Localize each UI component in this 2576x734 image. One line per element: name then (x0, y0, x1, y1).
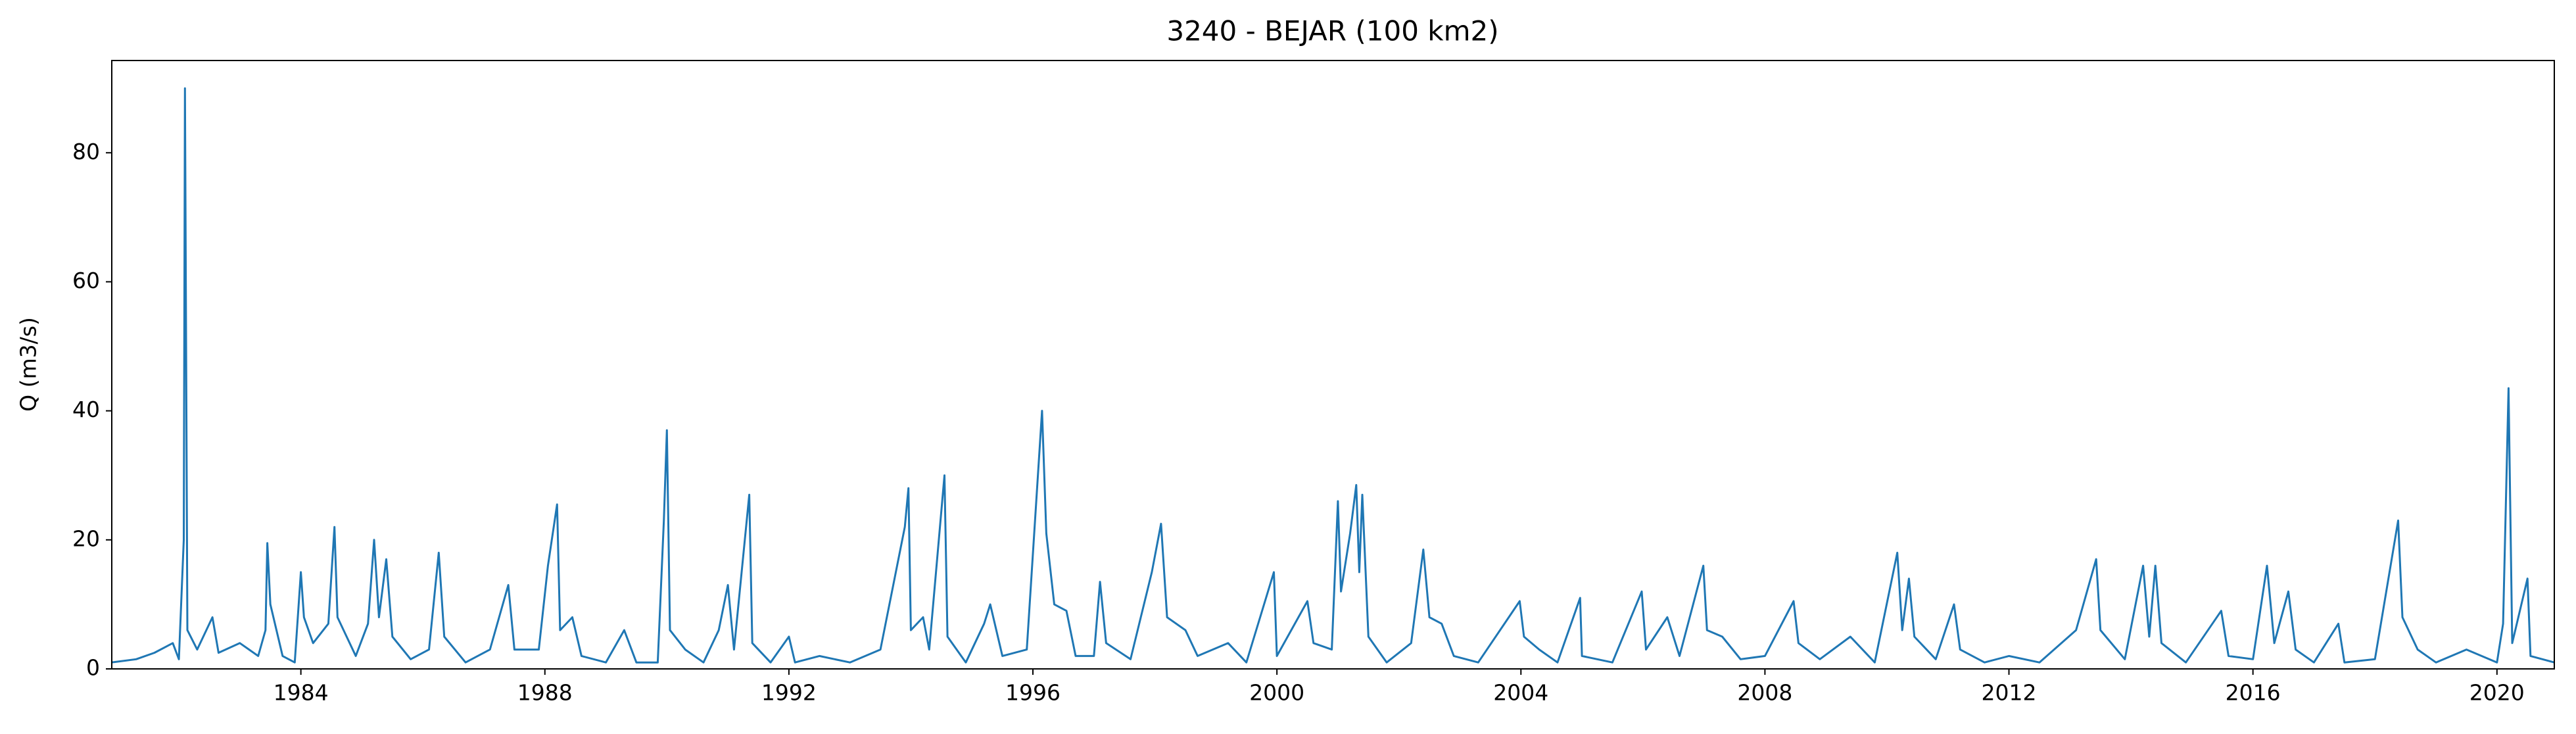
x-tick-label: 1988 (517, 680, 573, 706)
y-tick-label: 40 (72, 397, 100, 422)
data-line (112, 87, 2554, 664)
x-tick-label: 2008 (1737, 680, 1792, 706)
y-tick-label: 60 (72, 268, 100, 293)
x-tick-label: 2020 (2469, 680, 2525, 706)
y-tick-label: 20 (72, 526, 100, 551)
y-axis-label: Q (m3/s) (16, 317, 41, 412)
x-tick-label: 2016 (2226, 680, 2281, 706)
x-tick-label: 1996 (1005, 680, 1061, 706)
y-tick-label: 80 (72, 139, 100, 164)
x-tick-label: 2004 (1493, 680, 1548, 706)
x-tick-label: 1992 (761, 680, 817, 706)
y-tick-label: 0 (86, 655, 100, 681)
x-tick-label: 2012 (1982, 680, 2037, 706)
x-tick-label: 2000 (1249, 680, 1304, 706)
x-tick-label: 1984 (274, 680, 329, 706)
plot-frame (111, 60, 2555, 670)
chart-title: 3240 - BEJAR (100 km2) (1166, 15, 1498, 47)
